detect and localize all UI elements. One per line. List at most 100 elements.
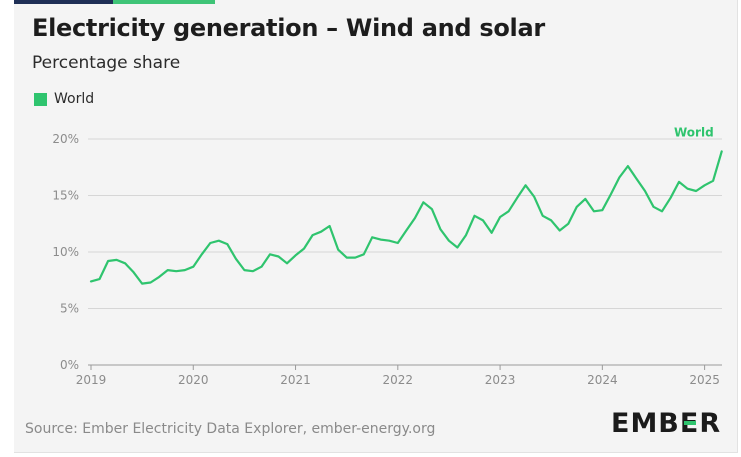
- data-point-world: [388, 240, 390, 242]
- data-point-world: [158, 276, 160, 278]
- data-point-world: [345, 256, 347, 258]
- data-point-world: [703, 184, 705, 186]
- data-point-world: [635, 177, 637, 179]
- data-point-world: [380, 238, 382, 240]
- data-point-world: [363, 253, 365, 255]
- y-tick-label: 10%: [52, 245, 79, 259]
- y-tick-label: 20%: [52, 132, 79, 146]
- data-point-world: [644, 190, 646, 192]
- data-point-world: [669, 197, 671, 199]
- y-tick-label: 0%: [60, 358, 79, 372]
- data-point-world: [107, 260, 109, 262]
- data-point-world: [294, 254, 296, 256]
- data-point-world: [473, 215, 475, 217]
- accent-bar: [14, 0, 737, 4]
- data-point-world: [328, 225, 330, 227]
- chart-title: Electricity generation – Wind and solar: [32, 14, 545, 42]
- data-point-world: [320, 230, 322, 232]
- data-point-world: [456, 246, 458, 248]
- logo-accent-letter: E: [680, 408, 699, 439]
- logo-accent-bar: [683, 421, 696, 425]
- data-point-world: [354, 256, 356, 258]
- series-end-label-world: World: [674, 125, 714, 139]
- data-point-world: [397, 242, 399, 244]
- data-point-world: [601, 209, 603, 211]
- data-point-world: [98, 278, 100, 280]
- data-point-world: [558, 229, 560, 231]
- data-point-world: [201, 253, 203, 255]
- data-point-world: [337, 249, 339, 251]
- data-point-world: [499, 216, 501, 218]
- data-point-world: [414, 217, 416, 219]
- legend-label-world: World: [54, 91, 95, 107]
- data-point-world: [610, 193, 612, 195]
- data-point-world: [192, 265, 194, 267]
- data-point-world: [567, 223, 569, 225]
- data-point-world: [371, 236, 373, 238]
- data-point-world: [90, 280, 92, 282]
- x-tick-label: 2020: [178, 373, 209, 387]
- data-point-world: [482, 219, 484, 221]
- data-point-world: [422, 201, 424, 203]
- data-point-world: [686, 188, 688, 190]
- data-point-world: [269, 253, 271, 255]
- data-point-world: [303, 247, 305, 249]
- y-tick-label: 5%: [60, 302, 79, 316]
- data-point-world: [618, 176, 620, 178]
- data-point-world: [678, 181, 680, 183]
- data-point-world: [218, 240, 220, 242]
- data-point-world: [652, 206, 654, 208]
- series-line-world: [89, 150, 723, 285]
- data-point-world: [175, 270, 177, 272]
- x-tick-label: 2021: [280, 373, 311, 387]
- ember-logo[interactable]: EMBER: [611, 408, 721, 439]
- data-point-world: [209, 242, 211, 244]
- data-point-world: [627, 165, 629, 167]
- data-point-world: [167, 269, 169, 271]
- data-point-world: [593, 210, 595, 212]
- data-point-world: [661, 210, 663, 212]
- data-point-world: [439, 228, 441, 230]
- data-point-world: [431, 208, 433, 210]
- x-tick-label: 2023: [485, 373, 516, 387]
- accent-bar-green: [113, 0, 215, 4]
- data-point-world: [243, 269, 245, 271]
- data-point-world: [277, 255, 279, 257]
- data-point-world: [695, 190, 697, 192]
- source-note: Source: Ember Electricity Data Explorer,…: [25, 421, 436, 437]
- logo-text: EMB: [611, 408, 680, 439]
- data-point-world: [507, 210, 509, 212]
- y-tick-label: 15%: [52, 189, 79, 203]
- data-point-world: [226, 243, 228, 245]
- x-tick-label: 2019: [76, 373, 107, 387]
- x-tick-label: 2022: [383, 373, 414, 387]
- data-point-world: [311, 234, 313, 236]
- data-point-world: [448, 240, 450, 242]
- legend[interactable]: World: [34, 91, 94, 107]
- data-point-world: [235, 258, 237, 260]
- data-point-world: [184, 269, 186, 271]
- data-point-world: [465, 234, 467, 236]
- chart-card: [14, 0, 738, 453]
- data-point-world: [524, 184, 526, 186]
- data-point-world: [712, 180, 714, 182]
- x-tick-label: 2025: [689, 373, 720, 387]
- data-point-world: [141, 282, 143, 284]
- data-point-world: [149, 281, 151, 283]
- data-point-world: [124, 262, 126, 264]
- data-point-world: [490, 232, 492, 234]
- chart-subtitle: Percentage share: [32, 53, 181, 73]
- data-point-world: [115, 259, 117, 261]
- data-point-world: [260, 265, 262, 267]
- data-point-world: [542, 215, 544, 217]
- data-point-world: [550, 219, 552, 221]
- data-point-world: [720, 150, 722, 152]
- data-point-world: [405, 229, 407, 231]
- accent-bar-navy: [14, 0, 113, 4]
- data-point-world: [516, 197, 518, 199]
- logo-text-end: R: [699, 408, 722, 439]
- data-point-world: [252, 270, 254, 272]
- data-point-world: [132, 271, 134, 273]
- legend-swatch-world: [34, 92, 47, 106]
